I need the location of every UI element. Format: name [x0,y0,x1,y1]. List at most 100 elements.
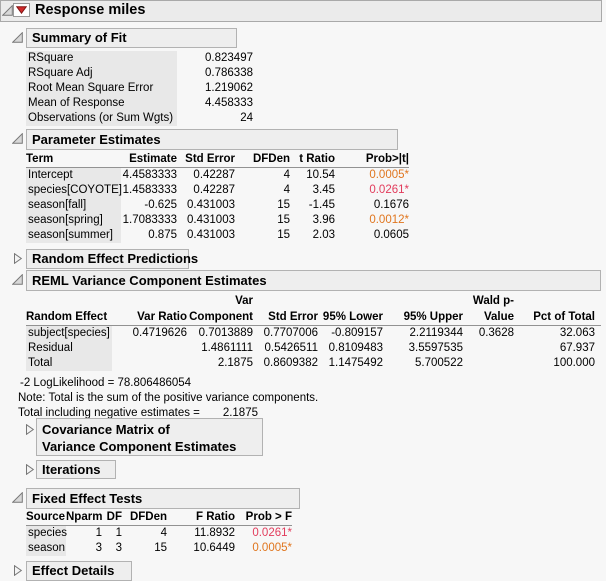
column-header: Pct of Total [533,311,595,323]
column-header: 95% Upper [403,311,463,323]
effect-cell: Residual [26,341,112,356]
component-cell: 2.1875 [217,357,253,369]
estimate-cell: 0.875 [148,229,177,241]
pvalue-cell: 0.1676 [373,199,409,211]
table-row: season[summer] 0.875 0.431003 15 2.03 0.… [26,228,409,243]
column-header: DFDen [252,153,290,165]
parameter-estimates-table: Term Estimate Std Error DFDen t Ratio Pr… [26,151,409,243]
column-header: Value [483,311,514,323]
disclosure-expanded-icon[interactable] [12,32,23,43]
reml-variance-table: Var Wald p- Random Effect Var Ratio Comp… [26,294,601,371]
covariance-title-line2: Variance Component Estimates [42,439,237,454]
term-cell: Intercept [26,168,121,183]
section-header-random-effect-predictions[interactable]: Random Effect Predictions [26,249,198,269]
stat-value: 0.786338 [205,67,253,79]
pvalue-cell: 0.0261* [252,527,292,539]
column-header: Nparm [66,511,103,523]
table-row: season 3 3 15 10.6449 0.0005* [26,541,292,556]
stat-label: Mean of Response [26,96,177,111]
tratio-cell: 3.96 [312,214,335,226]
varratio-cell [112,341,187,356]
total-including-label: Total including negative estimates = [18,407,200,419]
neg2-loglikelihood-text: -2 LogLikelihood = 78.806486054 [20,377,192,389]
column-header: Component [189,311,253,323]
table-row: Intercept 4.4583333 0.42287 4 10.54 0.00… [26,168,409,183]
table-header-row: Term Estimate Std Error DFDen t Ratio Pr… [26,151,409,168]
disclosure-collapsed-icon[interactable] [12,253,23,264]
df-cell: 3 [115,542,122,554]
table-header-row: Random Effect Var Ratio Component Std Er… [26,309,601,326]
column-header: 95% Lower [322,311,383,323]
disclosure-expanded-icon[interactable] [12,133,23,144]
section-header-effect-details[interactable]: Effect Details [26,561,132,581]
section-header-fixed-effect-tests[interactable]: Fixed Effect Tests [26,488,300,509]
upper-cell: 3.5597535 [408,342,463,354]
page-title: Response miles [35,2,146,18]
tratio-cell: 2.03 [312,229,335,241]
table-header-row-line1: Var Wald p- [26,294,601,309]
upper-cell: 5.700522 [415,357,463,369]
section-header-summary-of-fit[interactable]: Summary of Fit [26,28,237,48]
section-header-parameter-estimates[interactable]: Parameter Estimates [26,129,398,150]
table-row: subject[species] 0.4719626 0.7013889 0.7… [26,326,601,341]
component-cell: 0.7013889 [198,327,253,339]
table-row: Residual 1.4861111 0.5426511 0.8109483 3… [26,341,601,356]
waldp-cell [463,341,514,356]
disclosure-collapsed-icon[interactable] [24,424,35,435]
lower-cell: 0.8109483 [328,342,383,354]
source-cell: species [26,526,67,541]
column-header: Source [26,511,65,523]
pvalue-cell: 0.0605 [373,229,409,241]
dfden-cell: 15 [277,229,290,241]
reml-note-text: Note: Total is the sum of the positive v… [18,392,319,404]
section-header-iterations[interactable]: Iterations [36,460,116,479]
table-row: season[spring] 1.7083333 0.431003 15 3.9… [26,213,409,228]
disclosure-expanded-icon[interactable] [2,5,13,16]
disclosure-collapsed-icon[interactable] [24,464,35,475]
section-header-reml-variance[interactable]: REML Variance Component Estimates [26,270,601,291]
red-triangle-icon [16,6,27,14]
term-cell: season[fall] [26,198,121,213]
dfden-cell: 15 [154,542,167,554]
pct-cell: 100.000 [553,357,595,369]
section-header-covariance-matrix[interactable]: Covariance Matrix of Variance Component … [36,418,263,456]
column-header: Std Error [185,153,235,165]
disclosure-expanded-icon[interactable] [12,492,23,503]
effect-cell: subject[species] [26,326,112,341]
total-including-value: 2.1875 [222,407,258,419]
column-header: Wald p- [472,295,514,307]
column-header: t Ratio [299,153,335,165]
table-row: season[fall] -0.625 0.431003 15 -1.45 0.… [26,198,409,213]
stderror-cell: 0.42287 [193,169,235,181]
disclosure-collapsed-icon[interactable] [12,565,23,576]
stat-value: 0.823497 [205,52,253,64]
stderror-cell: 0.431003 [187,214,235,226]
tratio-cell: 10.54 [306,169,335,181]
report-menu-button[interactable] [13,3,30,17]
table-row: Mean of Response 4.458333 [26,96,253,111]
dfden-cell: 4 [283,184,290,196]
term-cell: species[COYOTE] [26,183,122,198]
dfden-cell: 4 [283,169,290,181]
term-cell: season[spring] [26,213,121,228]
pvalue-cell: 0.0012* [369,214,409,226]
tratio-cell: 3.45 [312,184,335,196]
varratio-cell [112,356,187,371]
stat-value: 24 [240,112,253,124]
dfden-cell: 15 [277,214,290,226]
disclosure-expanded-icon[interactable] [12,274,23,285]
stderror-cell: 0.7707006 [263,327,318,339]
stderror-cell: 0.431003 [187,199,235,211]
table-row: RSquare Adj 0.786338 [26,66,253,81]
table-row: species 1 1 4 11.8932 0.0261* [26,526,292,541]
stderror-cell: 0.8609382 [263,357,318,369]
covariance-title-line1: Covariance Matrix of [42,422,170,437]
stderror-cell: 0.42287 [193,184,235,196]
table-row: species[COYOTE] 1.4583333 0.42287 4 3.45… [26,183,409,198]
waldp-cell: 0.3628 [478,327,514,339]
report-title-bar [0,0,602,22]
pvalue-cell: 0.0261* [369,184,409,196]
estimate-cell: 4.4583333 [122,169,177,181]
stat-label: Observations (or Sum Wgts) [26,111,177,126]
